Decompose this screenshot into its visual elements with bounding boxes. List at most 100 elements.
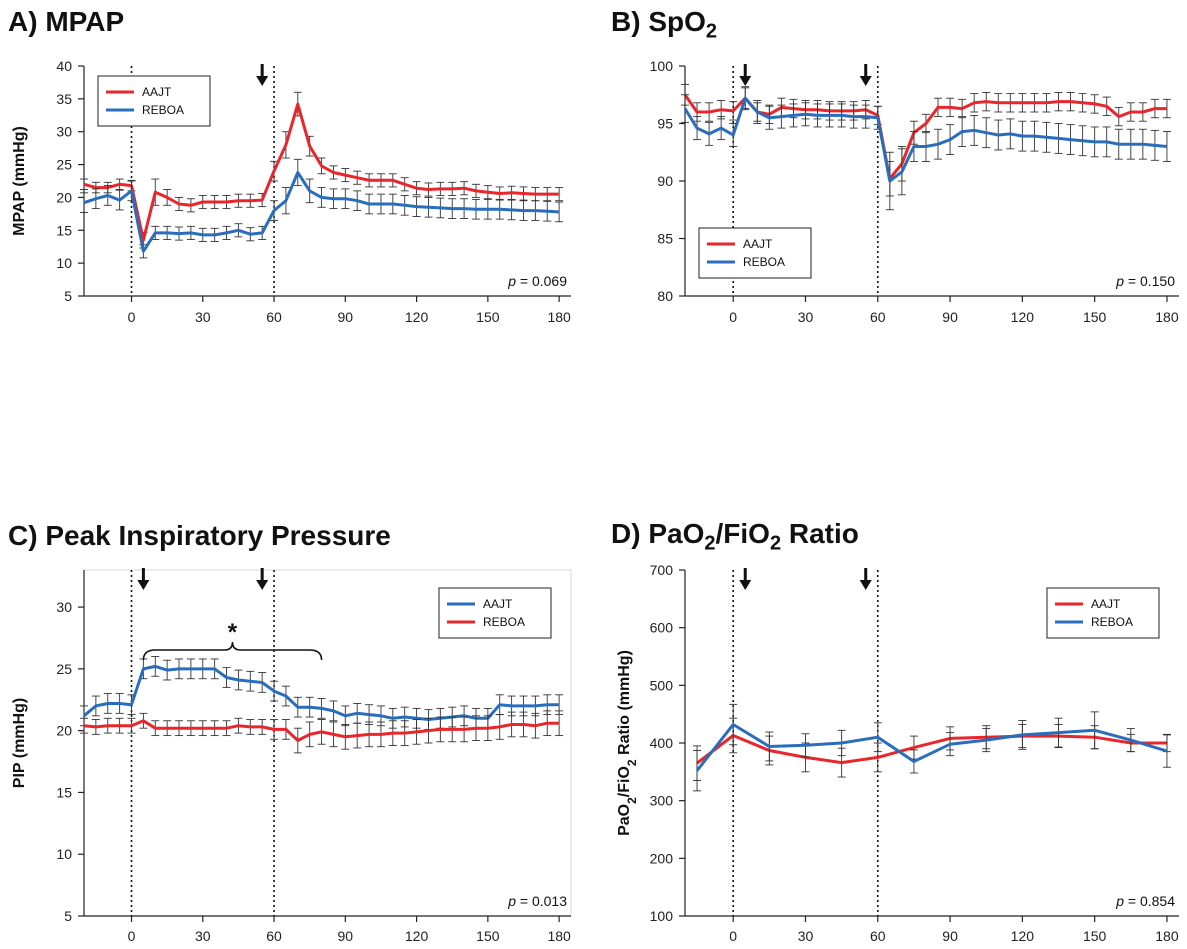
legend-label: REBOA (1091, 615, 1133, 629)
x-tick-label: 180 (547, 928, 571, 944)
y-tick-label: 15 (56, 222, 72, 238)
y-tick-label: 100 (650, 908, 674, 924)
x-tick-label: 180 (1155, 928, 1179, 944)
x-tick-label: 120 (405, 928, 429, 944)
x-tick-label: 30 (798, 928, 814, 944)
x-tick-label: 150 (476, 309, 500, 325)
x-tick-label: 60 (870, 309, 886, 325)
x-tick-label: 0 (128, 928, 136, 944)
panel-d-chart: 100 200 300 400 500 600 700 0 30 60 90 120 150 180 PaO… (616, 562, 1179, 944)
x-tick-label: 30 (195, 928, 211, 944)
series-line (83, 664, 560, 721)
x-tick-label: 30 (798, 309, 814, 325)
y-tick-label: 5 (64, 908, 72, 924)
x-tick-label: 120 (1011, 928, 1035, 944)
y-tick-label: 25 (56, 157, 72, 173)
y-tick-label: 500 (650, 677, 674, 693)
series-reboa (80, 710, 564, 754)
y-tick-label: 10 (56, 846, 72, 862)
series-line (83, 719, 560, 742)
y-tick-label: 300 (650, 793, 674, 809)
y-tick-label: 80 (657, 288, 673, 304)
panel-d-title: D) PaO2/FiO2 Ratio (611, 518, 859, 555)
p-value: p = 0.069 (507, 273, 567, 289)
y-tick-label: 10 (56, 255, 72, 271)
down-arrow-head-icon (256, 580, 269, 590)
legend-label: AAJT (483, 597, 513, 611)
x-tick-label: 90 (338, 309, 354, 325)
x-tick-label: 60 (870, 928, 886, 944)
panel-c-chart: 5 10 15 20 25 30 0 30 60 90 120 150 180 PIP (mmHg) * AA… (11, 568, 572, 944)
y-tick-label: 35 (56, 91, 72, 107)
y-tick-label: 15 (56, 784, 72, 800)
y-tick-label: 5 (64, 288, 72, 304)
p-value: p = 0.150 (1115, 273, 1175, 289)
down-arrow-head-icon (739, 580, 752, 590)
y-tick-label: 700 (650, 562, 674, 578)
x-tick-label: 30 (195, 309, 211, 325)
down-arrow-head-icon (739, 76, 752, 86)
series-reboa (681, 86, 1171, 211)
x-tick-label: 180 (1155, 309, 1179, 325)
panel-b-chart: 80 85 90 95 100 0 30 60 90 120 150 180 AAJT REBOA p = … (650, 58, 1179, 325)
y-tick-label: 30 (56, 599, 72, 615)
series-line (683, 93, 1167, 181)
y-axis-label: PaO2/FiO2 Ratio (mmHg) (616, 650, 639, 836)
panel-a-chart: 5 10 15 20 25 30 35 40 0 30 60 90 120 150 180 MPAP (mmH… (11, 58, 571, 325)
legend-box (698, 227, 812, 279)
series-line (683, 96, 1168, 183)
series-line (696, 734, 1167, 765)
x-tick-label: 60 (266, 928, 282, 944)
legend-label: REBOA (142, 103, 184, 117)
x-tick-label: 0 (128, 309, 136, 325)
series-line (83, 102, 560, 242)
x-tick-label: 150 (1083, 928, 1107, 944)
legend-label: AAJT (743, 237, 773, 251)
x-tick-label: 0 (729, 309, 737, 325)
y-tick-label: 85 (657, 231, 673, 247)
down-arrow-head-icon (256, 76, 269, 86)
panel-c-title: C) Peak Inspiratory Pressure (8, 520, 391, 551)
x-tick-label: 150 (476, 928, 500, 944)
x-tick-label: 180 (547, 309, 571, 325)
y-tick-label: 20 (56, 723, 72, 739)
series-aajt (693, 717, 1171, 781)
panel-c: C) Peak Inspiratory Pressure 5 10 15 20 25 30… (0, 474, 593, 949)
y-tick-label: 25 (56, 661, 72, 677)
panel-b: B) SpO2 80 85 90 95 100 0 30 60 90 120 150 180 AAJT R… (593, 0, 1187, 474)
legend-box (97, 75, 211, 127)
legend-label: AAJT (142, 85, 172, 99)
x-tick-label: 120 (405, 309, 429, 325)
down-arrow-head-icon (859, 580, 872, 590)
panel-d: D) PaO2/FiO2 Ratio 100 200 300 400 500 600 700… (593, 474, 1187, 949)
panel-b-title: B) SpO2 (611, 6, 718, 43)
y-tick-label: 90 (657, 173, 673, 189)
legend-box (438, 587, 552, 639)
x-tick-label: 90 (942, 928, 958, 944)
down-arrow-head-icon (859, 76, 872, 86)
y-axis-label: PIP (mmHg) (11, 698, 28, 788)
y-tick-label: 100 (650, 58, 674, 74)
series-aajt (80, 91, 564, 249)
panel-a-title: A) MPAP (8, 6, 125, 37)
series-line (695, 723, 1168, 772)
legend-label: AAJT (1091, 597, 1121, 611)
series-aajt (80, 656, 564, 730)
x-tick-label: 90 (942, 309, 958, 325)
y-tick-label: 30 (56, 124, 72, 140)
legend-label: REBOA (743, 255, 785, 269)
p-value: p = 0.854 (1115, 893, 1175, 909)
y-tick-label: 400 (650, 735, 674, 751)
y-tick-label: 20 (56, 189, 72, 205)
y-tick-label: 600 (650, 620, 674, 636)
y-tick-label: 95 (657, 116, 673, 132)
y-tick-label: 200 (650, 850, 674, 866)
significance-brace (142, 641, 323, 661)
legend-box (1046, 587, 1160, 639)
series-reboa (80, 158, 564, 259)
series-line (83, 171, 560, 253)
x-tick-label: 90 (338, 928, 354, 944)
x-tick-label: 120 (1011, 309, 1035, 325)
down-arrow-head-icon (137, 580, 150, 590)
p-value: p = 0.013 (507, 893, 567, 909)
